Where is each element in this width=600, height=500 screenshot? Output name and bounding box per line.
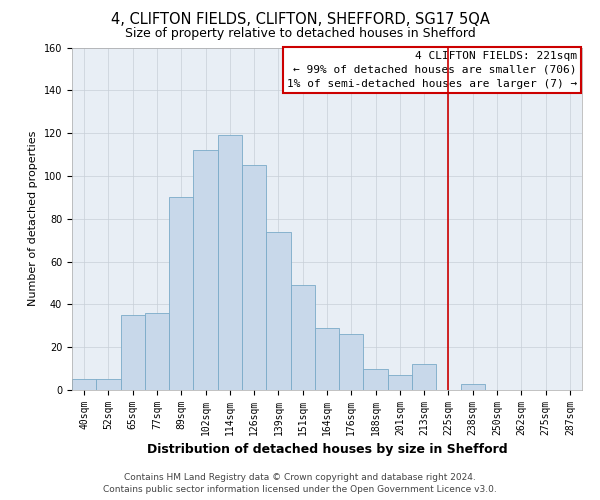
Bar bbox=[461, 384, 485, 390]
Text: 4 CLIFTON FIELDS: 221sqm
← 99% of detached houses are smaller (706)
1% of semi-d: 4 CLIFTON FIELDS: 221sqm ← 99% of detach… bbox=[287, 51, 577, 89]
Bar bbox=[266, 232, 290, 390]
Bar bbox=[169, 198, 193, 390]
Text: Size of property relative to detached houses in Shefford: Size of property relative to detached ho… bbox=[125, 28, 475, 40]
Bar bbox=[290, 285, 315, 390]
Text: Contains HM Land Registry data © Crown copyright and database right 2024.
Contai: Contains HM Land Registry data © Crown c… bbox=[103, 472, 497, 494]
Bar bbox=[96, 380, 121, 390]
Bar bbox=[193, 150, 218, 390]
Bar bbox=[315, 328, 339, 390]
Bar bbox=[218, 136, 242, 390]
Bar bbox=[72, 380, 96, 390]
Bar bbox=[364, 368, 388, 390]
Bar bbox=[339, 334, 364, 390]
Y-axis label: Number of detached properties: Number of detached properties bbox=[28, 131, 38, 306]
Bar bbox=[388, 375, 412, 390]
Bar bbox=[412, 364, 436, 390]
Bar bbox=[121, 315, 145, 390]
Bar bbox=[145, 313, 169, 390]
Bar bbox=[242, 165, 266, 390]
X-axis label: Distribution of detached houses by size in Shefford: Distribution of detached houses by size … bbox=[146, 444, 508, 456]
Text: 4, CLIFTON FIELDS, CLIFTON, SHEFFORD, SG17 5QA: 4, CLIFTON FIELDS, CLIFTON, SHEFFORD, SG… bbox=[110, 12, 490, 28]
